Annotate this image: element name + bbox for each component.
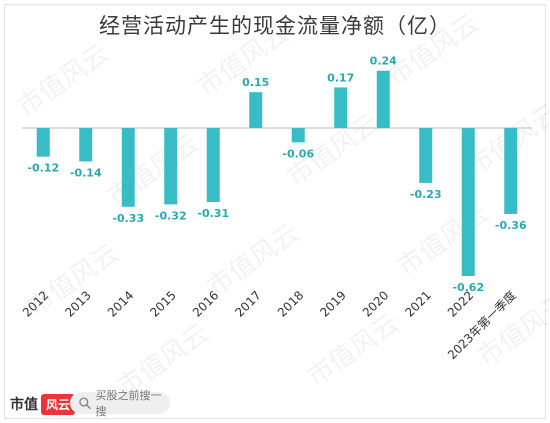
bar-2013 — [79, 128, 93, 162]
footer: 市值 风云 买股之前搜一搜 — [0, 386, 550, 423]
chart-title: 经营活动产生的现金流量净额（亿） — [99, 14, 451, 38]
bar-2017 — [249, 92, 263, 128]
x-tick-label: 2018 — [275, 288, 306, 319]
data-label: -0.06 — [282, 147, 314, 160]
data-label: -0.31 — [197, 207, 229, 220]
search-box[interactable]: 买股之前搜一搜 — [70, 389, 170, 418]
data-label: -0.33 — [112, 212, 144, 225]
x-tick-label: 2013 — [62, 288, 93, 319]
brand-logo: 市值 风云 — [10, 392, 76, 416]
bar-chart: -0.12 2012 -0.14 2013 -0.33 2014 -0.32 2015 -0.3… — [20, 55, 532, 362]
x-tick-label: 2015 — [147, 288, 178, 319]
bar-2016 — [206, 128, 220, 202]
data-label: -0.12 — [27, 162, 59, 175]
data-label: -0.23 — [410, 188, 442, 201]
x-tick-label: 2012 — [20, 288, 51, 319]
brand-name: 市值 — [10, 397, 38, 413]
bar-2020 — [376, 70, 390, 128]
x-tick-label: 2020 — [360, 288, 391, 319]
x-tick-label: 2016 — [190, 288, 221, 319]
data-label: -0.32 — [155, 209, 187, 222]
bar-2018 — [291, 128, 305, 143]
search-icon — [79, 397, 91, 410]
bar-2023年第一季度 — [504, 128, 518, 214]
bar-2012 — [36, 128, 50, 157]
bar-2015 — [164, 128, 178, 205]
x-tick-label: 2017 — [232, 288, 263, 319]
x-tick-label: 2021 — [402, 288, 433, 319]
data-label: 0.15 — [242, 76, 269, 89]
bar-2014 — [121, 128, 135, 207]
data-label: -0.36 — [495, 219, 527, 232]
x-tick-label: 2019 — [317, 288, 348, 319]
data-label: 0.17 — [327, 71, 354, 84]
data-label: -0.62 — [452, 281, 484, 294]
brand-badge: 风云 — [41, 393, 76, 415]
bar-2022 — [461, 128, 475, 276]
chart-frame — [4, 4, 546, 419]
search-placeholder: 买股之前搜一搜 — [95, 389, 162, 418]
x-tick-label: 2014 — [105, 288, 136, 319]
data-label: -0.14 — [70, 166, 102, 179]
data-label: 0.24 — [370, 55, 397, 68]
bar-2021 — [419, 128, 433, 183]
bar-2019 — [334, 87, 348, 128]
